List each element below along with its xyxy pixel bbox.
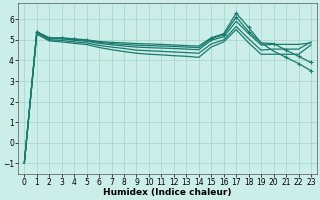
X-axis label: Humidex (Indice chaleur): Humidex (Indice chaleur) xyxy=(103,188,232,197)
